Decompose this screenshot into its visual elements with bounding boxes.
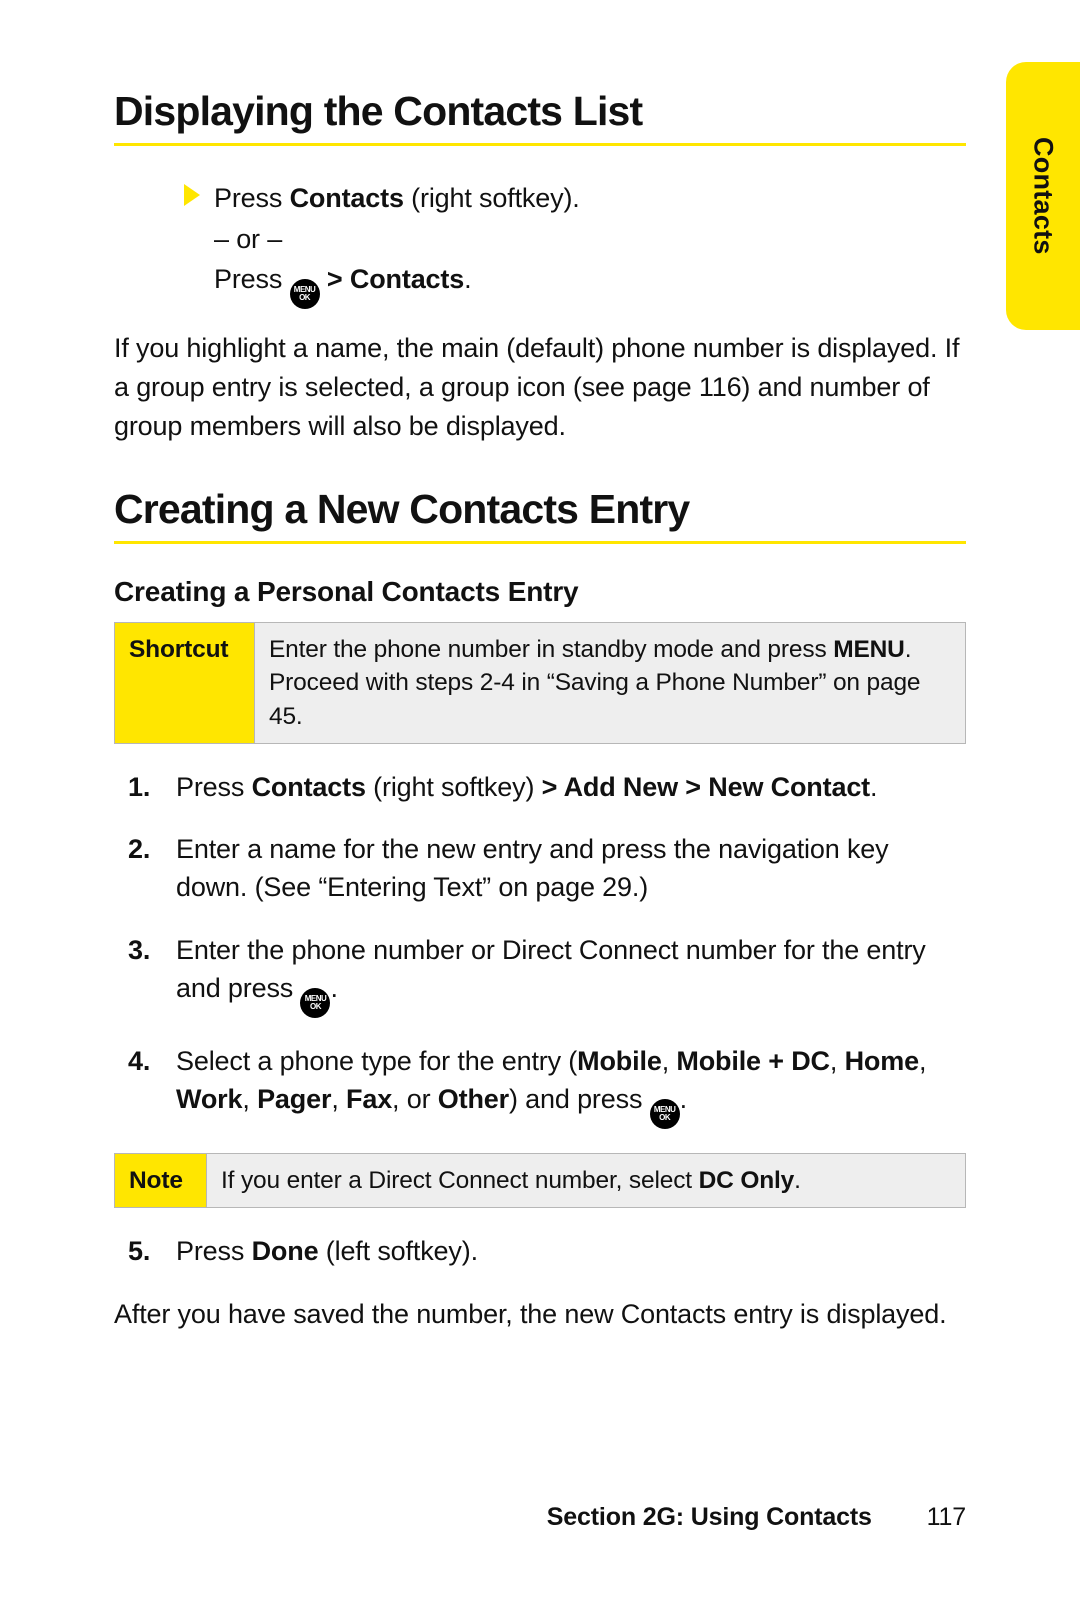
subhead-personal: Creating a Personal Contacts Entry (114, 576, 966, 608)
note-label: Note (115, 1154, 207, 1208)
side-tab-label: Contacts (1028, 137, 1059, 255)
steps-list-cont: Press Done (left softkey). (114, 1232, 966, 1270)
step-2: Enter a name for the new entry and press… (114, 830, 966, 907)
shortcut-callout: Shortcut Enter the phone number in stand… (114, 622, 966, 743)
triangle-bullet-icon (184, 184, 200, 206)
menu-ok-key-icon: MENUOK (650, 1099, 680, 1129)
footer-page-number: 117 (927, 1503, 966, 1531)
shortcut-body: Enter the phone number in standby mode a… (255, 623, 966, 743)
bullet-line-3: Press MENUOK > Contacts. (214, 259, 580, 309)
shortcut-label: Shortcut (115, 623, 255, 743)
side-tab-contacts: Contacts (1006, 62, 1080, 330)
step-5: Press Done (left softkey). (114, 1232, 966, 1270)
note-body: If you enter a Direct Connect number, se… (207, 1154, 966, 1208)
heading-displaying: Displaying the Contacts List (114, 88, 966, 146)
step-1: Press Contacts (right softkey) > Add New… (114, 768, 966, 806)
bullet-line-2: – or – (214, 219, 580, 260)
note-callout: Note If you enter a Direct Connect numbe… (114, 1153, 966, 1208)
menu-ok-key-icon: MENUOK (300, 988, 330, 1018)
menu-ok-key-icon: MENUOK (290, 279, 320, 309)
page-footer: Section 2G: Using Contacts 117 (547, 1503, 966, 1532)
footer-section: Section 2G: Using Contacts (547, 1503, 872, 1531)
bullet-block: Press Contacts (right softkey). – or – P… (184, 178, 966, 309)
heading-creating: Creating a New Contacts Entry (114, 486, 966, 544)
para-highlight: If you highlight a name, the main (defau… (114, 329, 966, 446)
closing-para: After you have saved the number, the new… (114, 1295, 966, 1334)
step-3: Enter the phone number or Direct Connect… (114, 931, 966, 1018)
step-4: Select a phone type for the entry (Mobil… (114, 1042, 966, 1129)
bullet-line-1: Press Contacts (right softkey). (214, 178, 580, 219)
steps-list: Press Contacts (right softkey) > Add New… (114, 768, 966, 1130)
bullet-lines: Press Contacts (right softkey). – or – P… (214, 178, 580, 309)
page-body: Displaying the Contacts List Press Conta… (0, 0, 1080, 1404)
